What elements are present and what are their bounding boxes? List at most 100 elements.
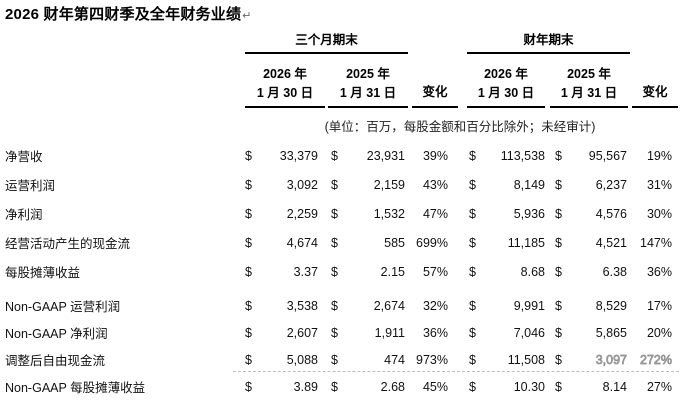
row-label: 经营活动产生的现金流 — [5, 237, 131, 251]
change-q: 32% — [422, 298, 448, 313]
table-row: 净营收 $33,379 $23,931 39% $113,538 $95,567 19% — [0, 141, 672, 170]
column-group-three-months: 三个月期末 — [245, 31, 408, 54]
value-fy-2025: 8,529 — [595, 298, 627, 313]
currency-sign: $ — [331, 235, 338, 250]
table-row: 经营活动产生的现金流 $4,674 $585 699% $11,185 $4,521 147… — [0, 228, 672, 257]
value-q-2025: 2,159 — [373, 177, 405, 192]
currency-sign: $ — [331, 177, 338, 192]
column-header-fy-change: 变化 — [632, 60, 678, 108]
change-fy: 19% — [646, 148, 672, 163]
currency-sign: $ — [331, 298, 338, 313]
value-fy-2025: 95,567 — [588, 148, 627, 163]
currency-sign: $ — [469, 352, 476, 367]
column-header-q-2025: 2025 年 1 月 31 日 — [328, 60, 408, 108]
currency-sign: $ — [555, 352, 562, 367]
currency-sign: $ — [469, 325, 476, 340]
value-q-2025: 585 — [384, 235, 405, 250]
row-label: Non-GAAP 运营利润 — [5, 300, 121, 314]
value-fy-2026: 8,149 — [513, 177, 545, 192]
currency-sign: $ — [245, 352, 252, 367]
column-header-date: 1 月 31 日 — [339, 86, 397, 100]
column-header-q-change: 变化 — [412, 60, 458, 108]
value-q-2026: 2,607 — [286, 325, 318, 340]
paragraph-mark-icon: ↵ — [242, 10, 252, 22]
column-header-change-label: 变化 — [642, 85, 668, 99]
column-header-change-label: 变化 — [422, 85, 448, 99]
value-q-2025: 2.68 — [380, 379, 405, 394]
value-fy-2026: 5,936 — [513, 206, 545, 221]
value-fy-2026: 8.68 — [520, 264, 545, 279]
table-row: 每股摊薄收益 $3.37 $2.15 57% $8.68 $6.38 36% — [0, 257, 672, 286]
value-q-2026: 4,674 — [286, 235, 318, 250]
column-header-year: 2026 年 — [484, 67, 528, 81]
value-q-2025: 1,532 — [373, 206, 405, 221]
value-q-2026: 3.89 — [293, 379, 318, 394]
currency-sign: $ — [331, 352, 338, 367]
column-header-q-2026: 2026 年 1 月 30 日 — [245, 60, 325, 108]
value-fy-2026: 10.30 — [513, 379, 545, 394]
change-fy: 17% — [646, 298, 672, 313]
change-fy: 272% — [640, 352, 673, 367]
change-fy: 31% — [646, 177, 672, 192]
value-q-2026: 3,538 — [286, 298, 318, 313]
change-q: 45% — [422, 379, 448, 394]
column-header-year: 2025 年 — [567, 67, 611, 81]
row-label: Non-GAAP 净利润 — [5, 327, 108, 341]
currency-sign: $ — [469, 235, 476, 250]
change-q: 43% — [422, 177, 448, 192]
currency-sign: $ — [245, 325, 252, 340]
value-fy-2025: 3,097 — [595, 352, 627, 367]
value-q-2025: 2.15 — [380, 264, 405, 279]
value-fy-2025: 4,521 — [595, 235, 627, 250]
currency-sign: $ — [331, 206, 338, 221]
currency-sign: $ — [555, 206, 562, 221]
row-label: 运营利润 — [5, 179, 56, 193]
change-fy: 30% — [646, 206, 672, 221]
column-header-date: 1 月 31 日 — [560, 86, 618, 100]
table-body: 净营收 $33,379 $23,931 39% $113,538 $95,567 19% 运营… — [0, 141, 684, 400]
value-q-2026: 3,092 — [286, 177, 318, 192]
column-header-fy-2026: 2026 年 1 月 30 日 — [467, 60, 545, 108]
currency-sign: $ — [331, 379, 338, 394]
column-header-year: 2026 年 — [263, 67, 307, 81]
column-group-fiscal-year: 财年期末 — [467, 31, 630, 54]
units-note: (单位：百万，每股金额和百分比除外；未经审计) — [324, 120, 596, 134]
change-q: 699% — [416, 235, 448, 250]
table-row: 运营利润 $3,092 $2,159 43% $8,149 $6,237 31% — [0, 170, 672, 199]
column-header-fy-2025: 2025 年 1 月 31 日 — [550, 60, 628, 108]
currency-sign: $ — [331, 264, 338, 279]
value-fy-2026: 11,185 — [507, 235, 545, 250]
currency-sign: $ — [469, 298, 476, 313]
currency-sign: $ — [245, 379, 252, 394]
value-q-2025: 474 — [384, 352, 405, 367]
value-q-2026: 33,379 — [279, 148, 318, 163]
currency-sign: $ — [245, 148, 252, 163]
table-row: Non-GAAP 每股摊薄收益 $3.89 $2.68 45% $10.30 $8.14 2… — [0, 373, 672, 400]
change-fy: 20% — [646, 325, 672, 340]
change-fy: 36% — [646, 264, 672, 279]
value-q-2026: 3.37 — [293, 264, 318, 279]
currency-sign: $ — [555, 264, 562, 279]
row-label: 调整后自由现金流 — [5, 354, 106, 368]
value-fy-2025: 4,576 — [595, 206, 627, 221]
page-title-text: 2026 财年第四财季及全年财务业绩 — [5, 6, 242, 23]
table-row: Non-GAAP 净利润 $2,607 $1,911 36% $7,046 $5,865 2… — [0, 319, 672, 346]
currency-sign: $ — [245, 206, 252, 221]
table-row: Non-GAAP 运营利润 $3,538 $2,674 32% $9,991 $8,529… — [0, 292, 672, 319]
currency-sign: $ — [555, 148, 562, 163]
currency-sign: $ — [245, 235, 252, 250]
change-q: 57% — [422, 264, 448, 279]
value-fy-2026: 7,046 — [513, 325, 545, 340]
currency-sign: $ — [469, 264, 476, 279]
currency-sign: $ — [469, 379, 476, 394]
value-q-2026: 2,259 — [286, 206, 318, 221]
currency-sign: $ — [331, 148, 338, 163]
currency-sign: $ — [469, 177, 476, 192]
table-row: 调整后自由现金流 $5,088 $474 973% $11,508 $3,097 272% — [0, 346, 672, 373]
value-fy-2026: 11,508 — [507, 352, 545, 367]
value-fy-2025: 5,865 — [595, 325, 627, 340]
row-label: 净营收 — [5, 150, 43, 164]
value-q-2025: 2,674 — [373, 298, 405, 313]
value-fy-2026: 9,991 — [513, 298, 545, 313]
